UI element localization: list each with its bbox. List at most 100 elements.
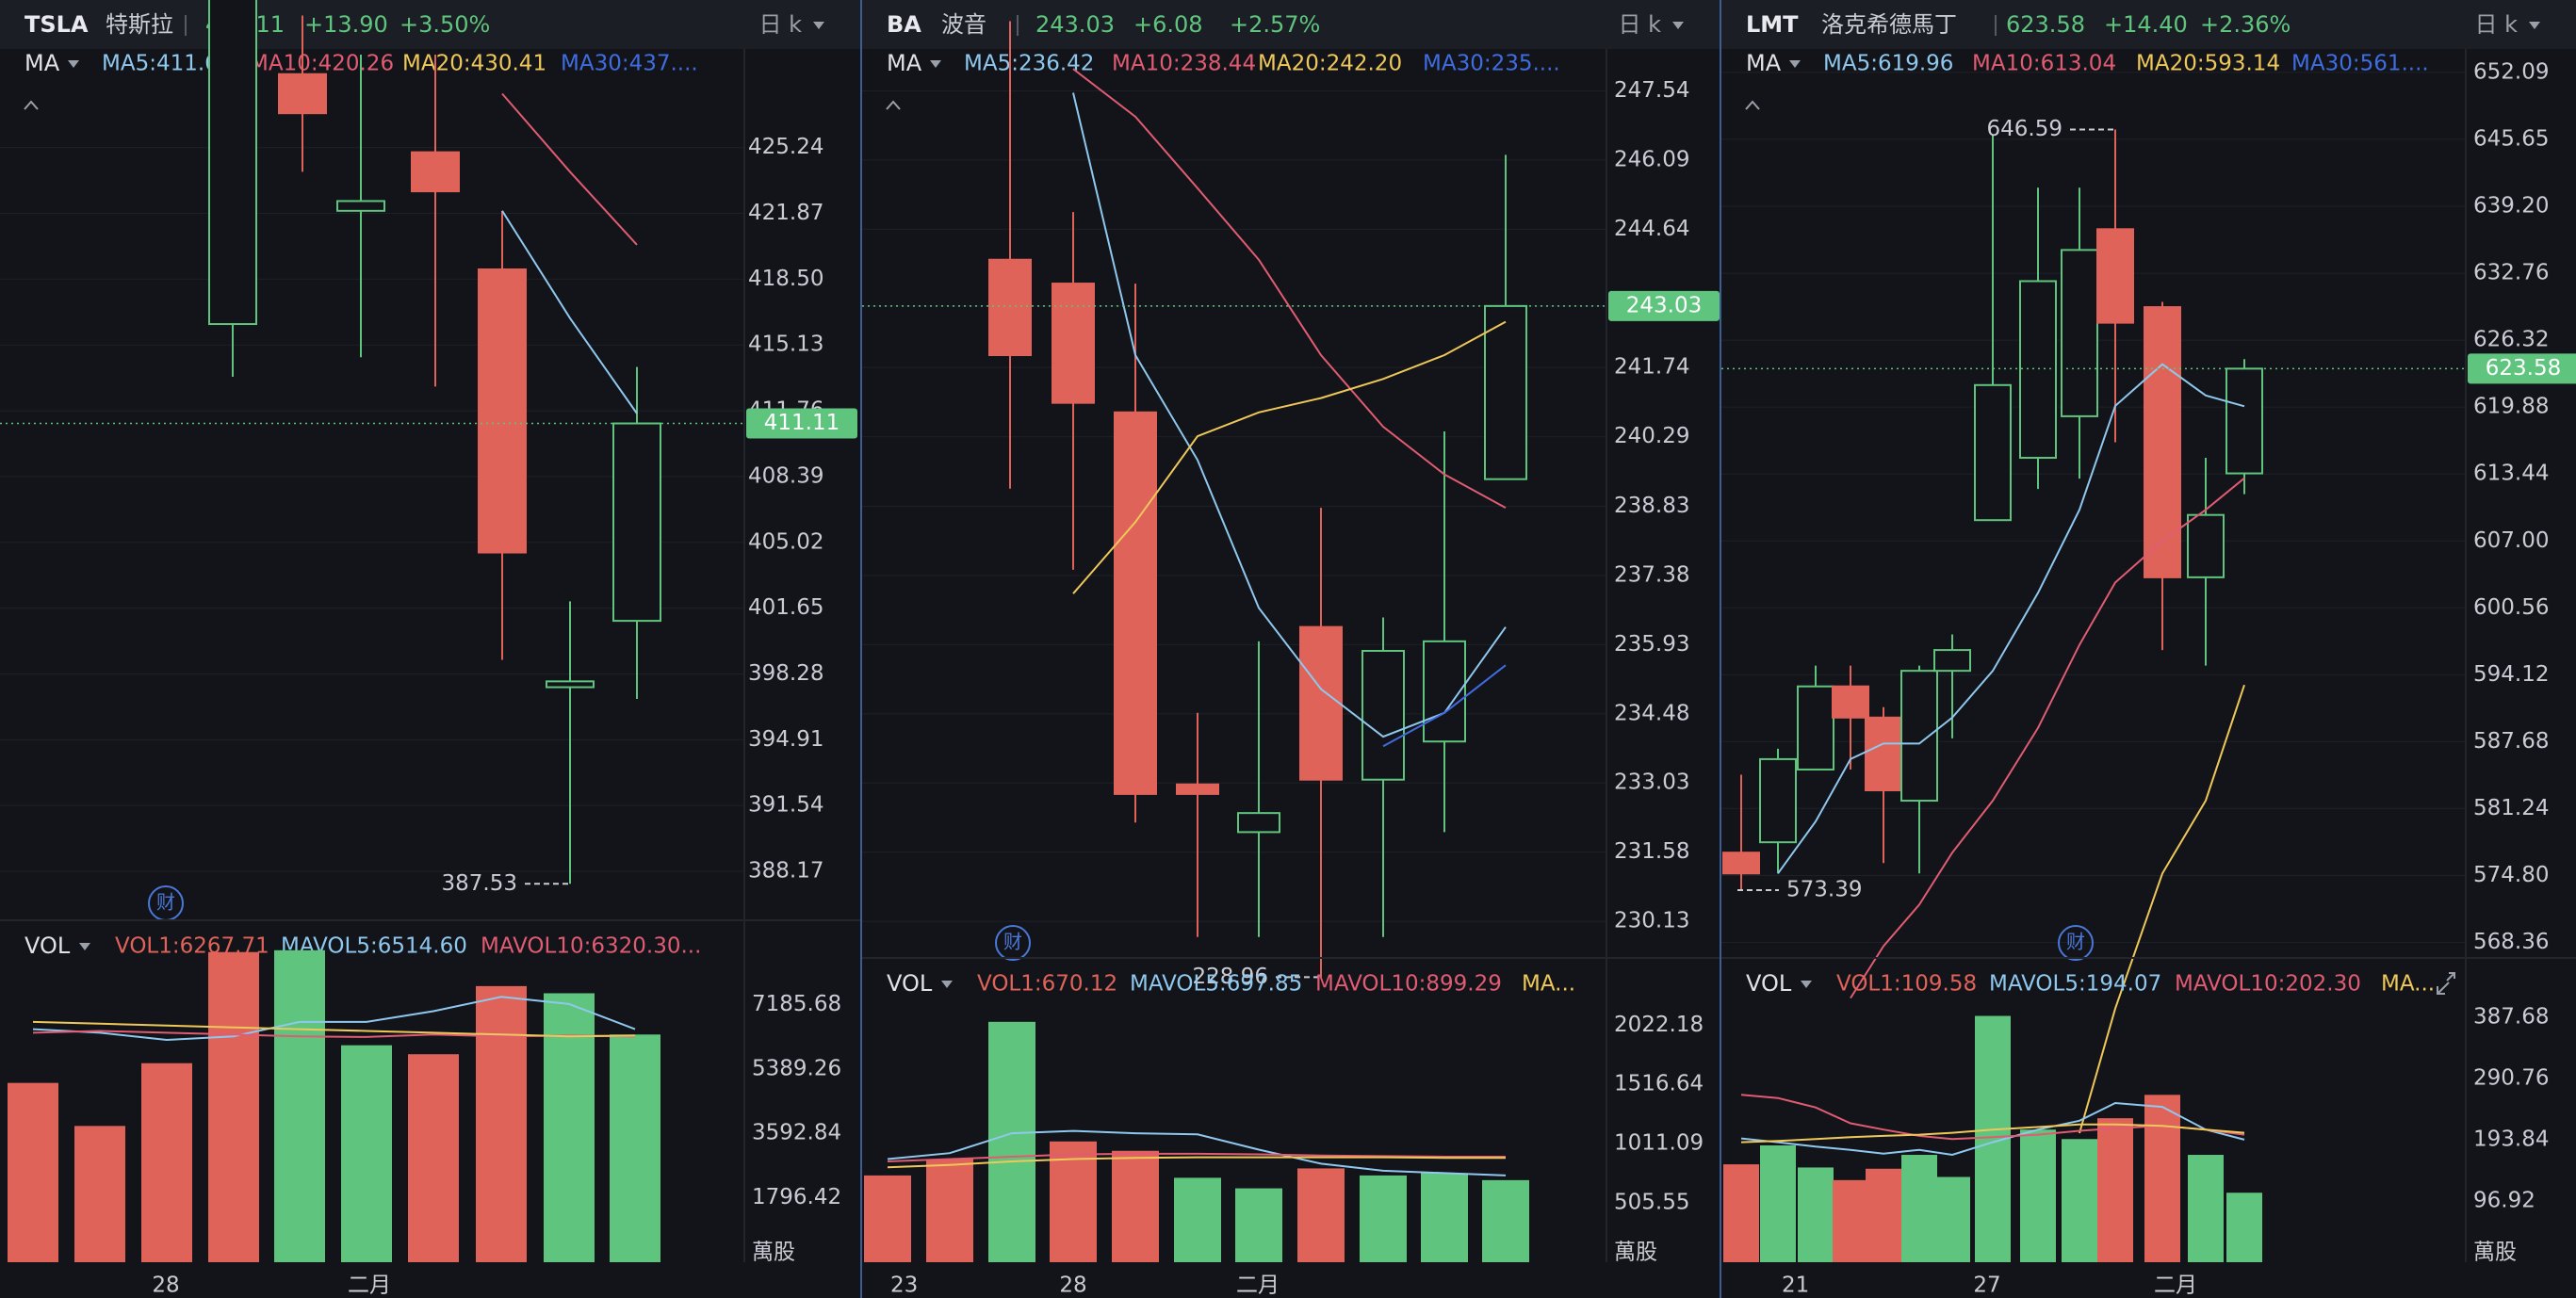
volume-dropdown-icon[interactable] (1801, 981, 1812, 988)
volume-bar[interactable] (864, 1175, 911, 1262)
candle-body[interactable] (1176, 783, 1219, 795)
candle-body[interactable] (1052, 283, 1095, 404)
ba-chart-panel[interactable]: BA 波音 243.03 +6.08 +2.57% 日 k MA MA5:236.42 MA10… (862, 0, 1720, 1298)
ticker-symbol[interactable]: TSLA (24, 11, 89, 38)
volume-selector[interactable]: VOL (887, 970, 933, 997)
candle-body[interactable] (208, 0, 257, 326)
price-axis-label: 235.93 (1614, 632, 1689, 657)
volume-legend-2: MAVOL10:899.29 (1315, 972, 1502, 997)
volume-dropdown-icon[interactable] (79, 943, 90, 950)
candle-body[interactable] (1900, 670, 1938, 803)
volume-bar[interactable] (1112, 1150, 1159, 1262)
volume-bar[interactable] (1798, 1167, 1834, 1262)
period-dropdown-icon[interactable] (2529, 22, 2540, 29)
volume-bar[interactable] (2188, 1155, 2224, 1262)
volume-bar[interactable] (2226, 1193, 2262, 1262)
expand-icon[interactable] (2437, 972, 2455, 995)
indicator-dropdown-icon[interactable] (68, 60, 79, 68)
volume-bar[interactable] (1235, 1188, 1282, 1262)
candle-body[interactable] (478, 268, 527, 554)
candle-body[interactable] (1974, 383, 2012, 522)
candle-body[interactable] (1759, 757, 1797, 844)
candle-body[interactable] (1423, 640, 1466, 743)
indicator-dropdown-icon[interactable] (1789, 60, 1801, 68)
collapse-chevron-up-icon[interactable] (886, 100, 901, 110)
candle-body[interactable] (1114, 411, 1157, 795)
volume-bar[interactable] (1360, 1175, 1407, 1262)
volume-bar[interactable] (341, 1045, 392, 1262)
ticker-symbol[interactable]: LMT (1746, 11, 1799, 38)
last-price: 243.03 (1035, 11, 1115, 38)
volume-bar[interactable] (141, 1063, 192, 1262)
candle-body[interactable] (2096, 228, 2134, 324)
indicator-selector[interactable]: MA (24, 50, 60, 76)
collapse-chevron-up-icon[interactable] (1745, 100, 1760, 110)
volume-bar[interactable] (544, 993, 595, 1262)
candle-body[interactable] (2187, 513, 2225, 578)
volume-bar[interactable] (274, 949, 325, 1262)
indicator-selector[interactable]: MA (1746, 50, 1782, 76)
volume-bar[interactable] (8, 1082, 58, 1262)
cai-badge-icon[interactable] (995, 925, 1031, 961)
lmt-chart-panel[interactable]: LMT 洛克希德馬丁 623.58 +14.40 +2.36% 日 k MA MA5:619.… (1721, 0, 2576, 1298)
volume-bar[interactable] (208, 951, 259, 1262)
tsla-chart-panel[interactable]: TSLA特斯拉411.11+13.90+3.50%日 kMAMA5:411.62… (0, 0, 860, 1298)
volume-bar[interactable] (1723, 1164, 1759, 1262)
volume-bar[interactable] (610, 1034, 660, 1262)
volume-bar[interactable] (1174, 1177, 1221, 1262)
company-name[interactable]: 特斯拉 (106, 11, 173, 38)
candle-body[interactable] (988, 258, 1032, 357)
candle-body[interactable] (1797, 685, 1834, 771)
period-selector[interactable]: 日 k (1618, 11, 1661, 38)
volume-bar[interactable] (74, 1126, 125, 1262)
candle-body[interactable] (2061, 249, 2098, 417)
candle-body[interactable] (1832, 685, 1869, 719)
candle-body[interactable] (612, 422, 661, 623)
candle-body[interactable] (1299, 625, 1343, 781)
volume-bar[interactable] (1833, 1179, 1868, 1262)
candle-body[interactable] (1933, 649, 1971, 673)
volume-bar[interactable] (2062, 1139, 2097, 1262)
volume-dropdown-icon[interactable] (941, 981, 953, 988)
period-selector[interactable]: 日 k (758, 11, 802, 38)
company-name[interactable]: 洛克希德馬丁 (1821, 11, 1957, 38)
volume-bar[interactable] (1297, 1168, 1345, 1262)
candle-body[interactable] (2144, 306, 2181, 578)
volume-selector[interactable]: VOL (1746, 970, 1792, 997)
volume-bar[interactable] (2020, 1129, 2056, 1262)
candle-body[interactable] (546, 680, 595, 689)
collapse-chevron-up-icon[interactable] (24, 100, 39, 110)
indicator-selector[interactable]: MA (887, 50, 922, 76)
candle-body[interactable] (2019, 280, 2057, 460)
volume-bar[interactable] (1050, 1141, 1097, 1262)
candle-body[interactable] (1722, 852, 1760, 875)
volume-bar[interactable] (1421, 1173, 1468, 1262)
volume-bar[interactable] (988, 1021, 1035, 1262)
volume-bar[interactable] (1760, 1144, 1796, 1262)
volume-bar[interactable] (1901, 1155, 1937, 1262)
indicator-dropdown-icon[interactable] (930, 60, 941, 68)
period-selector[interactable]: 日 k (2474, 11, 2518, 38)
volume-bar[interactable] (2144, 1095, 2180, 1262)
ticker-symbol[interactable]: BA (887, 11, 921, 38)
candle-body[interactable] (1361, 649, 1405, 781)
candle-body[interactable] (411, 151, 460, 193)
volume-bar[interactable] (1866, 1168, 1901, 1262)
cai-badge-icon[interactable] (2058, 925, 2094, 961)
period-dropdown-icon[interactable] (813, 22, 824, 29)
candle-body[interactable] (1865, 716, 1902, 792)
period-dropdown-icon[interactable] (1672, 22, 1684, 29)
volume-bar[interactable] (408, 1054, 459, 1262)
volume-bar[interactable] (2097, 1118, 2133, 1262)
volume-bar[interactable] (926, 1159, 973, 1262)
candle-body[interactable] (2225, 367, 2263, 475)
volume-bar[interactable] (1482, 1179, 1529, 1262)
volume-selector[interactable]: VOL (24, 933, 71, 959)
candle-body[interactable] (1484, 304, 1527, 480)
volume-bar[interactable] (1934, 1176, 1970, 1262)
candle-body[interactable] (336, 200, 385, 212)
company-name[interactable]: 波音 (941, 11, 986, 38)
candle-body[interactable] (1237, 812, 1280, 834)
candle-body[interactable] (278, 73, 327, 115)
volume-bar[interactable] (476, 985, 527, 1262)
